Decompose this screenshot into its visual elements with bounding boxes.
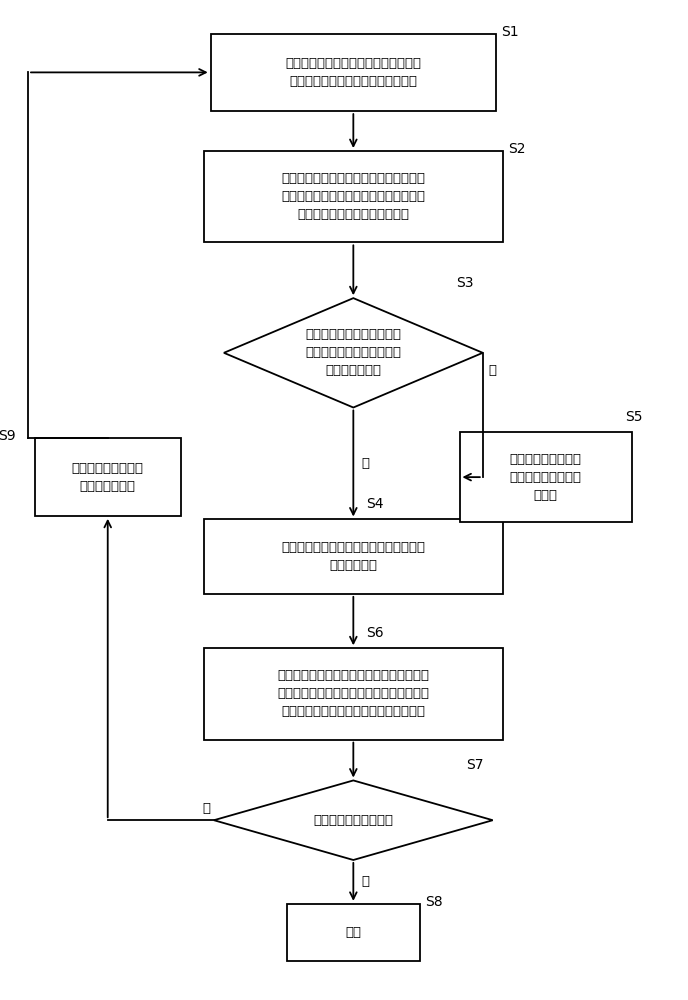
Text: S6: S6: [367, 626, 384, 640]
Text: 将扫地机器人调度至
下一待清扫区域: 将扫地机器人调度至 下一待清扫区域: [72, 462, 144, 493]
FancyBboxPatch shape: [204, 648, 503, 740]
Text: S1: S1: [502, 25, 519, 39]
Text: S2: S2: [508, 142, 526, 156]
Text: S7: S7: [466, 758, 484, 772]
Text: 基于第一路径信息生成区域规划地图，并
根据区域规划地图对待清扫区域进行全覆
盖路径规划以获得第二路径信息: 基于第一路径信息生成区域规划地图，并 根据区域规划地图对待清扫区域进行全覆 盖路…: [281, 172, 425, 221]
Text: 是: 是: [361, 875, 369, 888]
FancyBboxPatch shape: [287, 904, 420, 961]
Text: 结束: 结束: [345, 926, 361, 939]
Polygon shape: [224, 298, 483, 408]
Text: 否: 否: [203, 802, 211, 815]
Text: 控制扫地机器人沿其所处的待清扫区域
的区域边界运动以获得第一路径信息: 控制扫地机器人沿其所处的待清扫区域 的区域边界运动以获得第一路径信息: [286, 57, 421, 88]
Text: 控制扫地机器人对障碍物绕行一周并获得
绕障路径信息: 控制扫地机器人对障碍物绕行一周并获得 绕障路径信息: [281, 541, 425, 572]
Text: S8: S8: [425, 895, 442, 909]
Text: 判断扫地机器人在根据第二
路径信息进行清扫的过程中
是否遇到障碍物: 判断扫地机器人在根据第二 路径信息进行清扫的过程中 是否遇到障碍物: [305, 328, 401, 377]
Text: S4: S4: [367, 497, 384, 511]
FancyBboxPatch shape: [34, 438, 181, 516]
Text: S5: S5: [625, 410, 643, 424]
Text: 控制扫地机器人根据
第二路径信息继续进
行清扫: 控制扫地机器人根据 第二路径信息继续进 行清扫: [510, 453, 582, 502]
Text: S9: S9: [0, 429, 16, 443]
Text: 判断全屋清扫是否结束: 判断全屋清扫是否结束: [313, 814, 394, 827]
FancyBboxPatch shape: [204, 519, 503, 594]
FancyBboxPatch shape: [460, 432, 632, 522]
Text: 否: 否: [488, 364, 496, 377]
Polygon shape: [214, 780, 493, 860]
Text: 根据绕障路径信息更新区域规划地图，并返
回至根据区域规划地图对待清扫区域进行全
覆盖路径规划以获得第二路径信息的步骤: 根据绕障路径信息更新区域规划地图，并返 回至根据区域规划地图对待清扫区域进行全 …: [277, 669, 429, 718]
FancyBboxPatch shape: [211, 34, 496, 111]
Text: 是: 是: [361, 457, 369, 470]
FancyBboxPatch shape: [204, 151, 503, 242]
Text: S3: S3: [456, 276, 474, 290]
